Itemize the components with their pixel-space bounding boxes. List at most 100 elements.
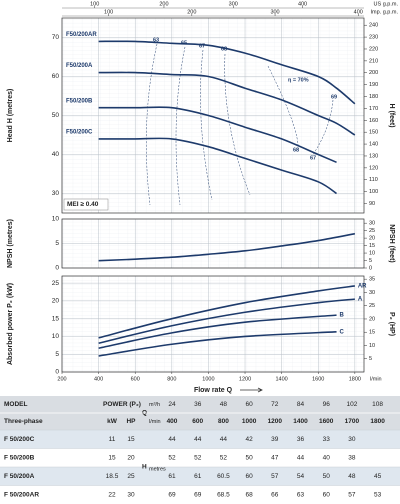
y2-tick-label: 190	[369, 82, 378, 88]
x-tick-label: 1400	[276, 376, 288, 382]
h-label: H	[142, 464, 147, 471]
efficiency-label: 67	[310, 155, 316, 161]
top-tick-label: 200	[159, 1, 168, 7]
x-axis-title: Flow rate Q	[194, 387, 233, 394]
series-label: F50/200C	[66, 129, 93, 135]
efficiency-lines	[146, 43, 334, 206]
x-unit: l/min	[370, 376, 382, 382]
y-tick-label: 5	[55, 351, 59, 358]
y2-tick-label: 180	[369, 94, 378, 100]
efficiency-label: 68	[293, 147, 299, 153]
x-tick-label: 600	[131, 376, 140, 382]
y2-tick-label: 25	[369, 303, 375, 309]
kw: 18.5	[106, 473, 119, 480]
flow-lmin: 1200	[268, 418, 283, 425]
head-value: 63	[297, 491, 305, 498]
flow-m3h: 72	[271, 401, 279, 408]
series-label: F50/200B	[66, 98, 93, 104]
x-tick-label: 400	[94, 376, 103, 382]
head-value: 54	[297, 473, 305, 480]
head-value: 57	[348, 491, 356, 498]
top-tick-label: 300	[229, 1, 238, 7]
y-tick-label: 25	[52, 280, 60, 287]
y2-tick-label: 240	[369, 23, 378, 29]
y2-tick-label: 110	[369, 177, 378, 183]
flow-lmin: 1800	[370, 418, 385, 425]
flow-m3h: 36	[194, 401, 202, 408]
head-value: 61	[194, 473, 202, 480]
flow-m3h: 108	[372, 401, 383, 408]
model: F 50/200A	[4, 473, 35, 480]
y2-tick-label: 230	[369, 35, 378, 41]
head-value: 36	[297, 436, 305, 443]
y2-tick-label: 15	[369, 330, 375, 336]
y2-tick-label: 140	[369, 142, 378, 148]
head-value: 30	[348, 436, 356, 443]
curve	[98, 71, 356, 136]
head-value: 50	[323, 473, 331, 480]
head-value: 48	[348, 473, 356, 480]
y2-tick-label: 210	[369, 58, 378, 64]
curve	[98, 106, 337, 164]
x-tick-label: 200	[57, 376, 66, 382]
hp: 30	[127, 491, 135, 498]
x-tick-label: 1800	[349, 376, 361, 382]
kw: 11	[109, 436, 116, 443]
y2-tick-label: 170	[369, 106, 378, 112]
head-value: 61	[168, 473, 176, 480]
flow-m3h: 48	[220, 401, 228, 408]
h-unit: metres	[149, 466, 166, 472]
row-bg	[0, 448, 400, 467]
head-value: 52	[194, 454, 202, 461]
hp: 20	[127, 454, 135, 461]
y2-tick-label: 15	[369, 243, 375, 249]
top-tick-label: 200	[187, 9, 196, 15]
efficiency-label: 63	[153, 37, 159, 43]
flow-lmin: 1000	[242, 418, 257, 425]
curve	[98, 232, 355, 262]
head-value: 60	[323, 491, 331, 498]
head-value: 50	[245, 454, 253, 461]
kw: 22	[108, 491, 116, 498]
series-label: B	[340, 313, 345, 319]
efficiency-label: 67	[199, 43, 205, 49]
efficiency-line	[267, 65, 299, 151]
header: Three-phase	[4, 418, 43, 425]
y-tick-label: 70	[52, 34, 60, 41]
header: MODEL	[4, 401, 28, 408]
efficiency-label: 68	[221, 46, 227, 52]
y2-axis-title: NPSH (feet)	[388, 224, 395, 263]
efficiency-line	[146, 43, 158, 206]
y2-tick-label: 5	[369, 356, 372, 362]
head-value: 52	[220, 454, 228, 461]
head-value: 60.5	[217, 473, 230, 480]
x-tick-label: 1000	[202, 376, 214, 382]
header: kW	[107, 418, 118, 425]
top-axis-unit: US g.p.m.	[374, 1, 399, 7]
flow-m3h: 96	[323, 401, 331, 408]
head-value: 39	[271, 436, 279, 443]
y-tick-label: 10	[52, 216, 60, 223]
x-tick-label: 800	[167, 376, 176, 382]
flow-lmin: 400	[167, 418, 178, 425]
series-label: F50/200A	[66, 63, 93, 69]
head-value: 45	[374, 473, 382, 480]
hp: 25	[127, 473, 135, 480]
flow-lmin: 1600	[319, 418, 334, 425]
top-tick-label: 400	[354, 9, 363, 15]
flow-m3h: 84	[297, 401, 305, 408]
note-box	[63, 198, 109, 211]
y-tick-label: 10	[52, 333, 60, 340]
head-value: 44	[220, 436, 228, 443]
y-axis-title: Absorbed power P₂ (kW)	[7, 283, 14, 365]
model: F 50/200AR	[4, 491, 39, 498]
y2-tick-label: 130	[369, 153, 378, 159]
y2-tick-label: 100	[369, 189, 378, 195]
y-tick-label: 30	[52, 190, 60, 197]
curve	[98, 40, 356, 105]
series-label: C	[340, 329, 345, 335]
flow-m3h: 60	[245, 401, 253, 408]
y-axis-title: NPSH (metres)	[7, 219, 14, 268]
head-value: 44	[194, 436, 202, 443]
